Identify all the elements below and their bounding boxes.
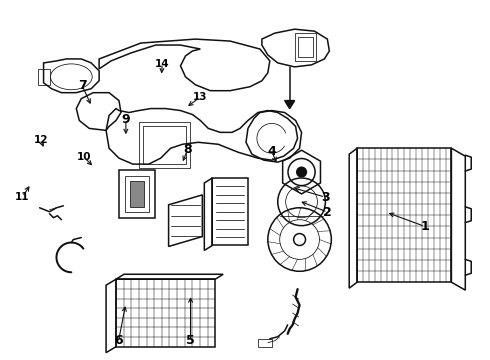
Bar bbox=[297, 37, 314, 57]
Text: 8: 8 bbox=[183, 143, 192, 156]
Bar bbox=[143, 126, 187, 164]
Polygon shape bbox=[285, 100, 294, 109]
Bar bbox=[139, 122, 191, 168]
Text: 10: 10 bbox=[76, 152, 91, 162]
Bar bbox=[212, 178, 248, 246]
Text: 3: 3 bbox=[321, 191, 330, 204]
Bar bbox=[130, 181, 144, 207]
Bar bbox=[125, 176, 149, 212]
Circle shape bbox=[297, 167, 306, 177]
Bar bbox=[258, 339, 272, 347]
Text: 14: 14 bbox=[155, 59, 170, 69]
Bar bbox=[116, 279, 215, 347]
Text: 11: 11 bbox=[15, 192, 29, 202]
Text: 7: 7 bbox=[78, 79, 87, 92]
Bar bbox=[294, 33, 317, 61]
Text: 4: 4 bbox=[268, 145, 276, 158]
Text: 12: 12 bbox=[33, 135, 48, 145]
Text: 1: 1 bbox=[420, 220, 429, 233]
Text: 9: 9 bbox=[122, 113, 130, 126]
Bar bbox=[38, 69, 49, 85]
Bar bbox=[119, 170, 155, 218]
Text: 5: 5 bbox=[186, 334, 195, 347]
Text: 2: 2 bbox=[323, 206, 332, 219]
Text: 6: 6 bbox=[114, 334, 123, 347]
Bar bbox=[357, 148, 451, 282]
Text: 13: 13 bbox=[193, 92, 208, 102]
